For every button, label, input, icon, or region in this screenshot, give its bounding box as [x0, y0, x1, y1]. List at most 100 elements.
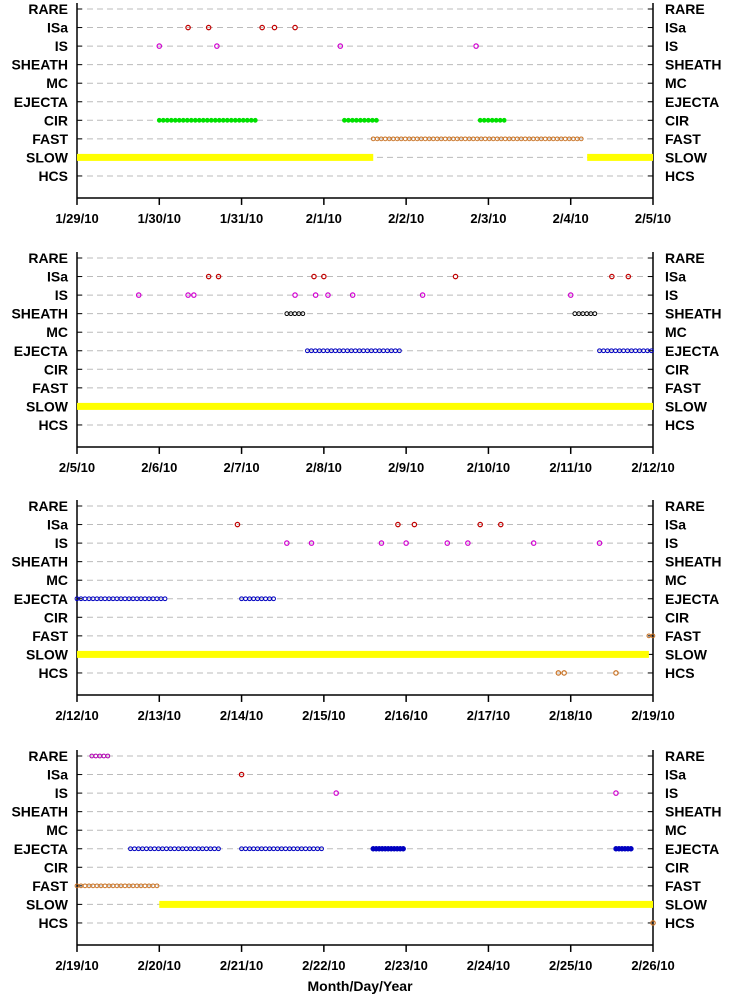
x-tick-label: 2/18/10 [549, 708, 592, 723]
segment-dot [204, 117, 210, 123]
point-is [292, 292, 298, 298]
x-axis-label: Month/Day/Year [307, 978, 413, 994]
x-tick-label: 2/12/10 [55, 708, 98, 723]
point-isa [185, 24, 191, 31]
x-tick-label: 2/25/10 [549, 958, 592, 973]
category-label-right: CIR [665, 609, 689, 625]
segment-dot [188, 117, 194, 123]
x-tick-label: 2/11/10 [549, 460, 592, 475]
segment-dot [156, 117, 162, 123]
point-isa [477, 521, 484, 528]
category-label-left: HCS [38, 915, 68, 931]
segment-ejecta [239, 596, 276, 602]
category-label-right: ISa [665, 517, 686, 533]
point-is [613, 790, 619, 796]
segment-dot [400, 846, 406, 852]
category-label-right: IS [665, 535, 678, 551]
point-is [214, 43, 220, 49]
segment-dot [263, 846, 268, 852]
category-label-right: FAST [665, 878, 701, 894]
category-label-right: SLOW [665, 646, 708, 662]
segment-dot [350, 117, 355, 123]
point-is [444, 540, 451, 546]
point-is [419, 292, 426, 298]
category-label-left: FAST [32, 380, 68, 396]
category-label-right: IS [665, 287, 678, 303]
segment-dot [180, 117, 186, 123]
segment-dot [292, 311, 298, 317]
category-label-right: MC [665, 572, 687, 588]
x-tick-label: 2/19/10 [55, 958, 98, 973]
x-tick-label: 1/31/10 [220, 211, 263, 226]
category-label-left: IS [55, 287, 68, 303]
x-tick-label: 2/23/10 [384, 958, 427, 973]
x-tick-label: 1/29/10 [55, 211, 98, 226]
segment-slow [77, 650, 649, 658]
segment-ejecta [613, 846, 634, 852]
category-label-left: HCS [38, 417, 68, 433]
category-label-left: EJECTA [14, 94, 68, 110]
segment-dot [613, 348, 618, 354]
segment-fast [646, 633, 656, 639]
category-label-left: ISa [47, 269, 68, 285]
category-label-left: CIR [44, 112, 68, 128]
segment-dot [164, 117, 170, 123]
segment-slow [587, 153, 653, 161]
segment-dot [485, 117, 491, 123]
segment-dot [248, 117, 254, 123]
segment-dot [176, 117, 182, 123]
segment-dot [578, 136, 584, 142]
point-is [333, 790, 340, 796]
segment-dot [271, 596, 276, 602]
segment-dot [244, 117, 250, 123]
category-label-left: SHEATH [11, 804, 68, 820]
x-tick-label: 2/12/10 [631, 460, 674, 475]
category-label-right: EJECTA [665, 94, 719, 110]
segment-slow [159, 900, 654, 908]
point-is [191, 292, 197, 298]
segment-dot [122, 883, 128, 889]
segment-dot [628, 846, 634, 852]
segment-dot [353, 348, 358, 354]
segment-dot [542, 136, 548, 142]
x-tick-label: 2/24/10 [467, 958, 510, 973]
category-label-left: RARE [28, 498, 68, 514]
segment-dot [196, 117, 202, 123]
point-isa [205, 273, 212, 280]
segment-dot [562, 136, 568, 142]
category-label-left: SHEATH [11, 554, 68, 570]
category-label-left: CIR [44, 361, 68, 377]
segment-dot [102, 883, 108, 889]
category-label-left: RARE [28, 250, 68, 266]
category-label-right: RARE [665, 1, 705, 17]
segment-dot [633, 348, 638, 354]
segment-dot [160, 117, 166, 123]
segment-dot [184, 117, 190, 123]
segment-dot [374, 117, 379, 123]
category-label-left: FAST [32, 131, 68, 147]
point-is [473, 43, 479, 49]
category-label-right: SHEATH [665, 306, 722, 322]
point-is [308, 540, 315, 546]
segment-dot [382, 136, 388, 142]
category-label-right: FAST [665, 628, 701, 644]
point-isa [497, 521, 504, 528]
category-label-left: SHEATH [11, 57, 68, 73]
category-label-left: CIR [44, 609, 68, 625]
category-label-right: IS [665, 38, 678, 54]
segment-cir [342, 117, 379, 123]
category-label-right: MC [665, 324, 687, 340]
x-tick-label: 2/3/10 [470, 211, 506, 226]
segment-dot [362, 117, 367, 123]
segment-dot [105, 753, 111, 759]
point-isa [321, 273, 327, 280]
segment-dot [650, 633, 656, 639]
segment-dot [497, 117, 503, 123]
segment-dot [232, 117, 238, 123]
segment-dot [243, 596, 248, 602]
segment-dot [572, 311, 578, 317]
point-isa [625, 273, 632, 280]
segment-sheath [284, 311, 306, 317]
segment-dot [493, 117, 499, 123]
category-label-right: FAST [665, 131, 701, 147]
